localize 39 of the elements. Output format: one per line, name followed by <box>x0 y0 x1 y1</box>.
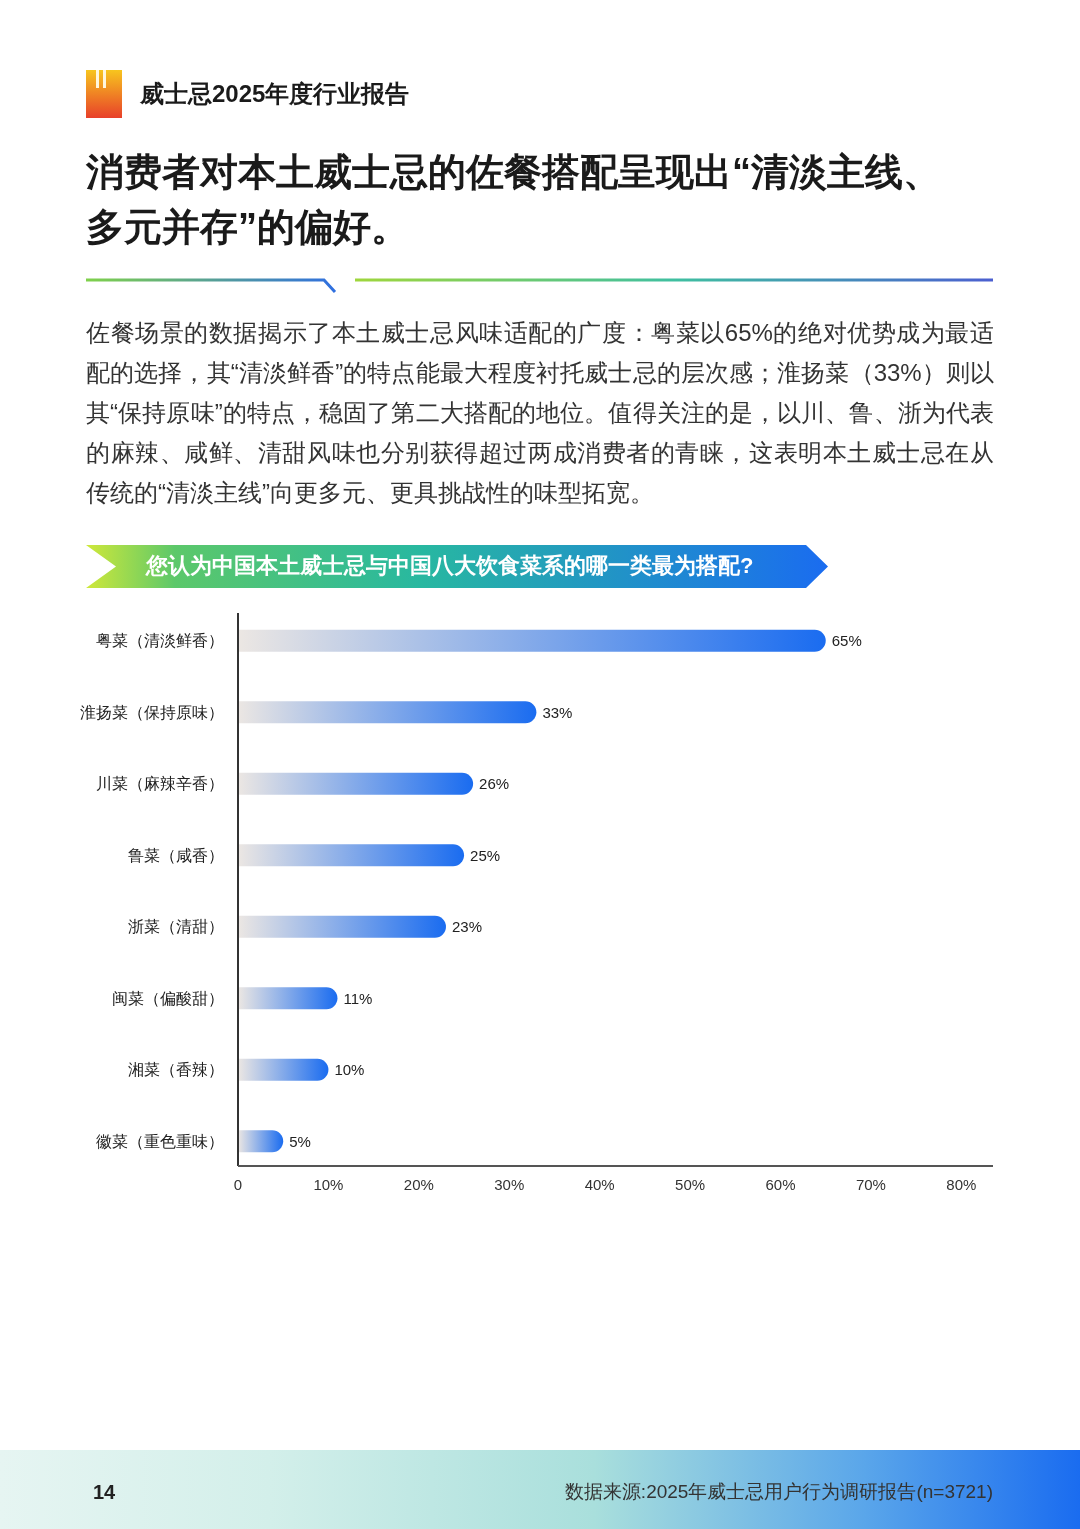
x-tick-label: 80% <box>946 1175 977 1193</box>
x-tick-label: 10% <box>313 1175 344 1193</box>
data-label: 11% <box>343 989 373 1007</box>
text: 威士忌2025年度行业报告 <box>140 79 410 109</box>
data-label: 33% <box>542 703 573 721</box>
data-label: 5% <box>289 1132 311 1150</box>
y-tick-label: 湘菜（香辣） <box>128 1061 224 1079</box>
data-label: 23% <box>451 918 482 936</box>
bar <box>238 629 826 652</box>
x-tick-label: 50% <box>675 1175 706 1193</box>
chart-title: 消费者对本土威士忌的佐餐搭配呈现出“清淡主线、多元并存”的偏好。 <box>86 150 942 250</box>
y-tick-label: 川菜（麻辣辛香） <box>96 775 224 793</box>
text: 14 <box>93 1480 116 1505</box>
bar <box>238 987 338 1010</box>
data-label: 25% <box>470 846 501 864</box>
bar <box>238 915 446 938</box>
y-tick-label: 鲁菜（咸香） <box>128 846 224 864</box>
chart-subtitle: 您认为中国本土威士忌与中国八大饮食菜系的哪一类最为搭配? <box>146 552 754 580</box>
data-label: 65% <box>831 632 862 650</box>
data-label: 26% <box>479 775 510 793</box>
x-tick-label: 60% <box>765 1175 796 1193</box>
text: 佐餐场景的数据揭示了本土威士忌风味适配的广度：粤菜以65%的绝对优势成为最适配的选择，其“清淡鲜香”的特点能最大程度衬托威士忌的层次感；淮扬菜（33%）则以其“保持原味”的特点，稳固了第二大搭配的地位。值得关注的是，以川、鲁、浙为代表的麻辣、咸鲜、清甜风味也分别获得超过两成消费者的青睐，这表明本土威士忌在从传统的“清淡主线”向更多元、更具挑战性的味型拓宽。 <box>86 318 994 508</box>
x-tick-label: 40% <box>584 1175 615 1193</box>
y-tick-label: 徽菜（重色重味） <box>96 1132 224 1150</box>
x-tick-label: 0 <box>233 1175 243 1193</box>
bar <box>238 844 465 867</box>
bar <box>238 1058 329 1081</box>
y-tick-label: 闽菜（偏酸甜） <box>112 989 224 1007</box>
x-tick-label: 30% <box>494 1175 525 1193</box>
bar <box>238 701 537 724</box>
data-label: 10% <box>334 1061 365 1079</box>
y-tick-label: 浙菜（清甜） <box>128 918 224 936</box>
source-note: 数据来源:2025年威士忌用户行为调研报告(n=3721) <box>564 1480 993 1504</box>
bar <box>238 1130 284 1153</box>
x-tick-label: 70% <box>855 1175 886 1193</box>
y-tick-label: 淮扬菜（保持原味） <box>80 703 224 721</box>
y-tick-label: 粤菜（清淡鲜香） <box>96 632 224 650</box>
x-tick-label: 20% <box>403 1175 434 1193</box>
bar <box>238 772 474 795</box>
